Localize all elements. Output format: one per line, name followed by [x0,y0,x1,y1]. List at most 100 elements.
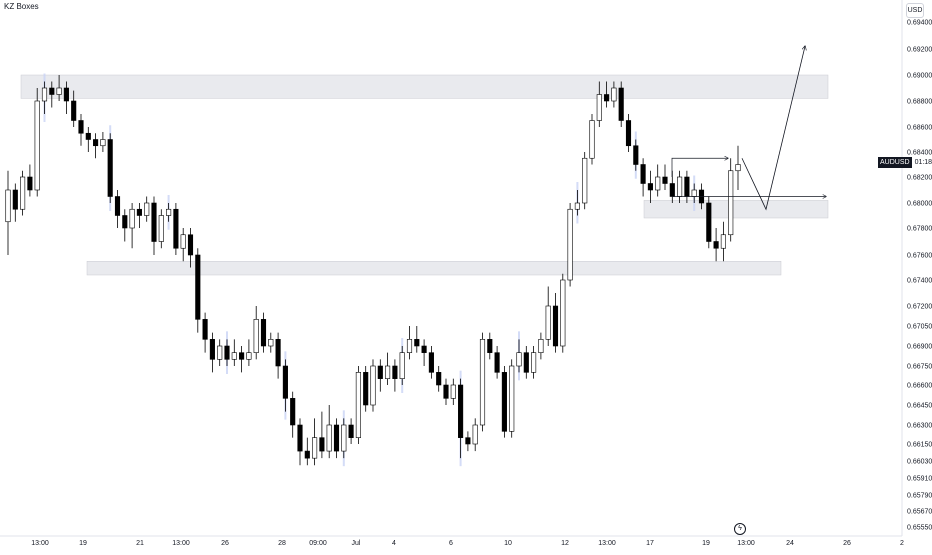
y-tick-label: 0.67050 [907,324,932,331]
price-tag-symbol: AUDUSD [878,157,912,168]
candle-body [333,424,340,452]
candle [596,81,602,127]
candle-body [735,164,741,172]
y-tick-label: 0.68400 [907,150,932,157]
candle-body [487,339,493,353]
candle-body [414,339,420,347]
candle-body [282,365,288,399]
candle [180,228,186,262]
x-tick-label: 13:00 [737,540,755,547]
candle [392,359,398,392]
candle-body [34,100,40,191]
candle [647,170,653,203]
candle [370,359,376,412]
candle-body [611,87,617,102]
candle-body [567,208,573,281]
candle [312,418,318,466]
candle-body [684,176,690,197]
candle [611,81,617,108]
zone-box [86,261,782,276]
y-tick-label: 0.65670 [907,509,932,516]
candle-body [436,372,442,386]
x-tick-label: 19 [79,540,87,547]
candle-body [224,345,230,360]
candle-body [187,234,194,256]
candle-body [589,120,595,159]
lightning-icon[interactable]: ϟ [734,523,746,535]
candle [487,332,493,360]
candle-body [27,176,33,191]
candle [355,366,361,444]
candle-body [180,234,186,249]
x-tick-label: 28 [278,540,286,547]
candle [385,352,391,385]
candle-body [114,196,121,216]
y-tick-label: 0.66900 [907,344,932,351]
candle [560,273,566,353]
candle-body [253,319,259,353]
projection-path [741,46,805,211]
candle-body [100,139,106,147]
candle [406,326,413,360]
candle [567,203,573,287]
candle [151,196,157,255]
candle [677,170,683,203]
candle [494,346,500,379]
candle [20,170,26,216]
candle [304,437,310,466]
candle-body [604,94,610,102]
candle [78,114,84,146]
candle-body [363,372,369,406]
y-tick-label: 0.66750 [907,364,932,371]
candle-body [574,202,580,210]
candle [589,114,595,165]
candle [173,203,179,255]
candle [443,378,449,405]
zone-box [20,74,829,99]
candle-body [428,352,434,373]
candle [93,133,99,159]
x-tick-label: 12 [561,540,569,547]
candle [195,248,201,333]
candle [209,332,215,373]
x-tick-label: 24 [786,540,794,547]
candle-body [122,215,128,229]
candle [217,339,223,366]
candle-body [582,157,588,204]
candle [377,359,383,392]
candle-body [107,139,113,197]
candle [479,332,486,432]
candle [319,411,325,459]
candle-body [268,339,274,347]
candle-body [151,202,157,242]
candle-body [421,345,427,353]
candle-body [509,365,515,432]
candle-body [12,189,18,210]
y-tick-label: 0.68200 [907,175,932,182]
candle [326,405,332,459]
candle-body [458,384,464,438]
x-tick-label: 10 [504,540,512,547]
candle-body [538,339,544,353]
candle-body [465,437,471,445]
candle [12,183,18,222]
candle-body [231,352,237,360]
y-tick-label: 0.68000 [907,201,932,208]
x-tick-label: 19 [702,540,710,547]
candle [735,145,741,190]
candle [122,209,128,242]
candle [509,359,515,438]
candle [691,183,697,203]
currency-label[interactable]: USD [906,3,924,18]
y-axis-ticks: 0.69400 0.69200 0.69000 0.68800 0.68600 0.684… [907,20,932,532]
y-tick-label: 0.67800 [907,226,932,233]
candle [202,312,208,353]
candle-body [195,254,201,320]
indicator-label[interactable]: KZ Boxes [4,2,39,11]
candle [246,339,252,366]
candle [538,332,544,360]
candle-body [450,384,456,399]
candle [501,366,507,438]
